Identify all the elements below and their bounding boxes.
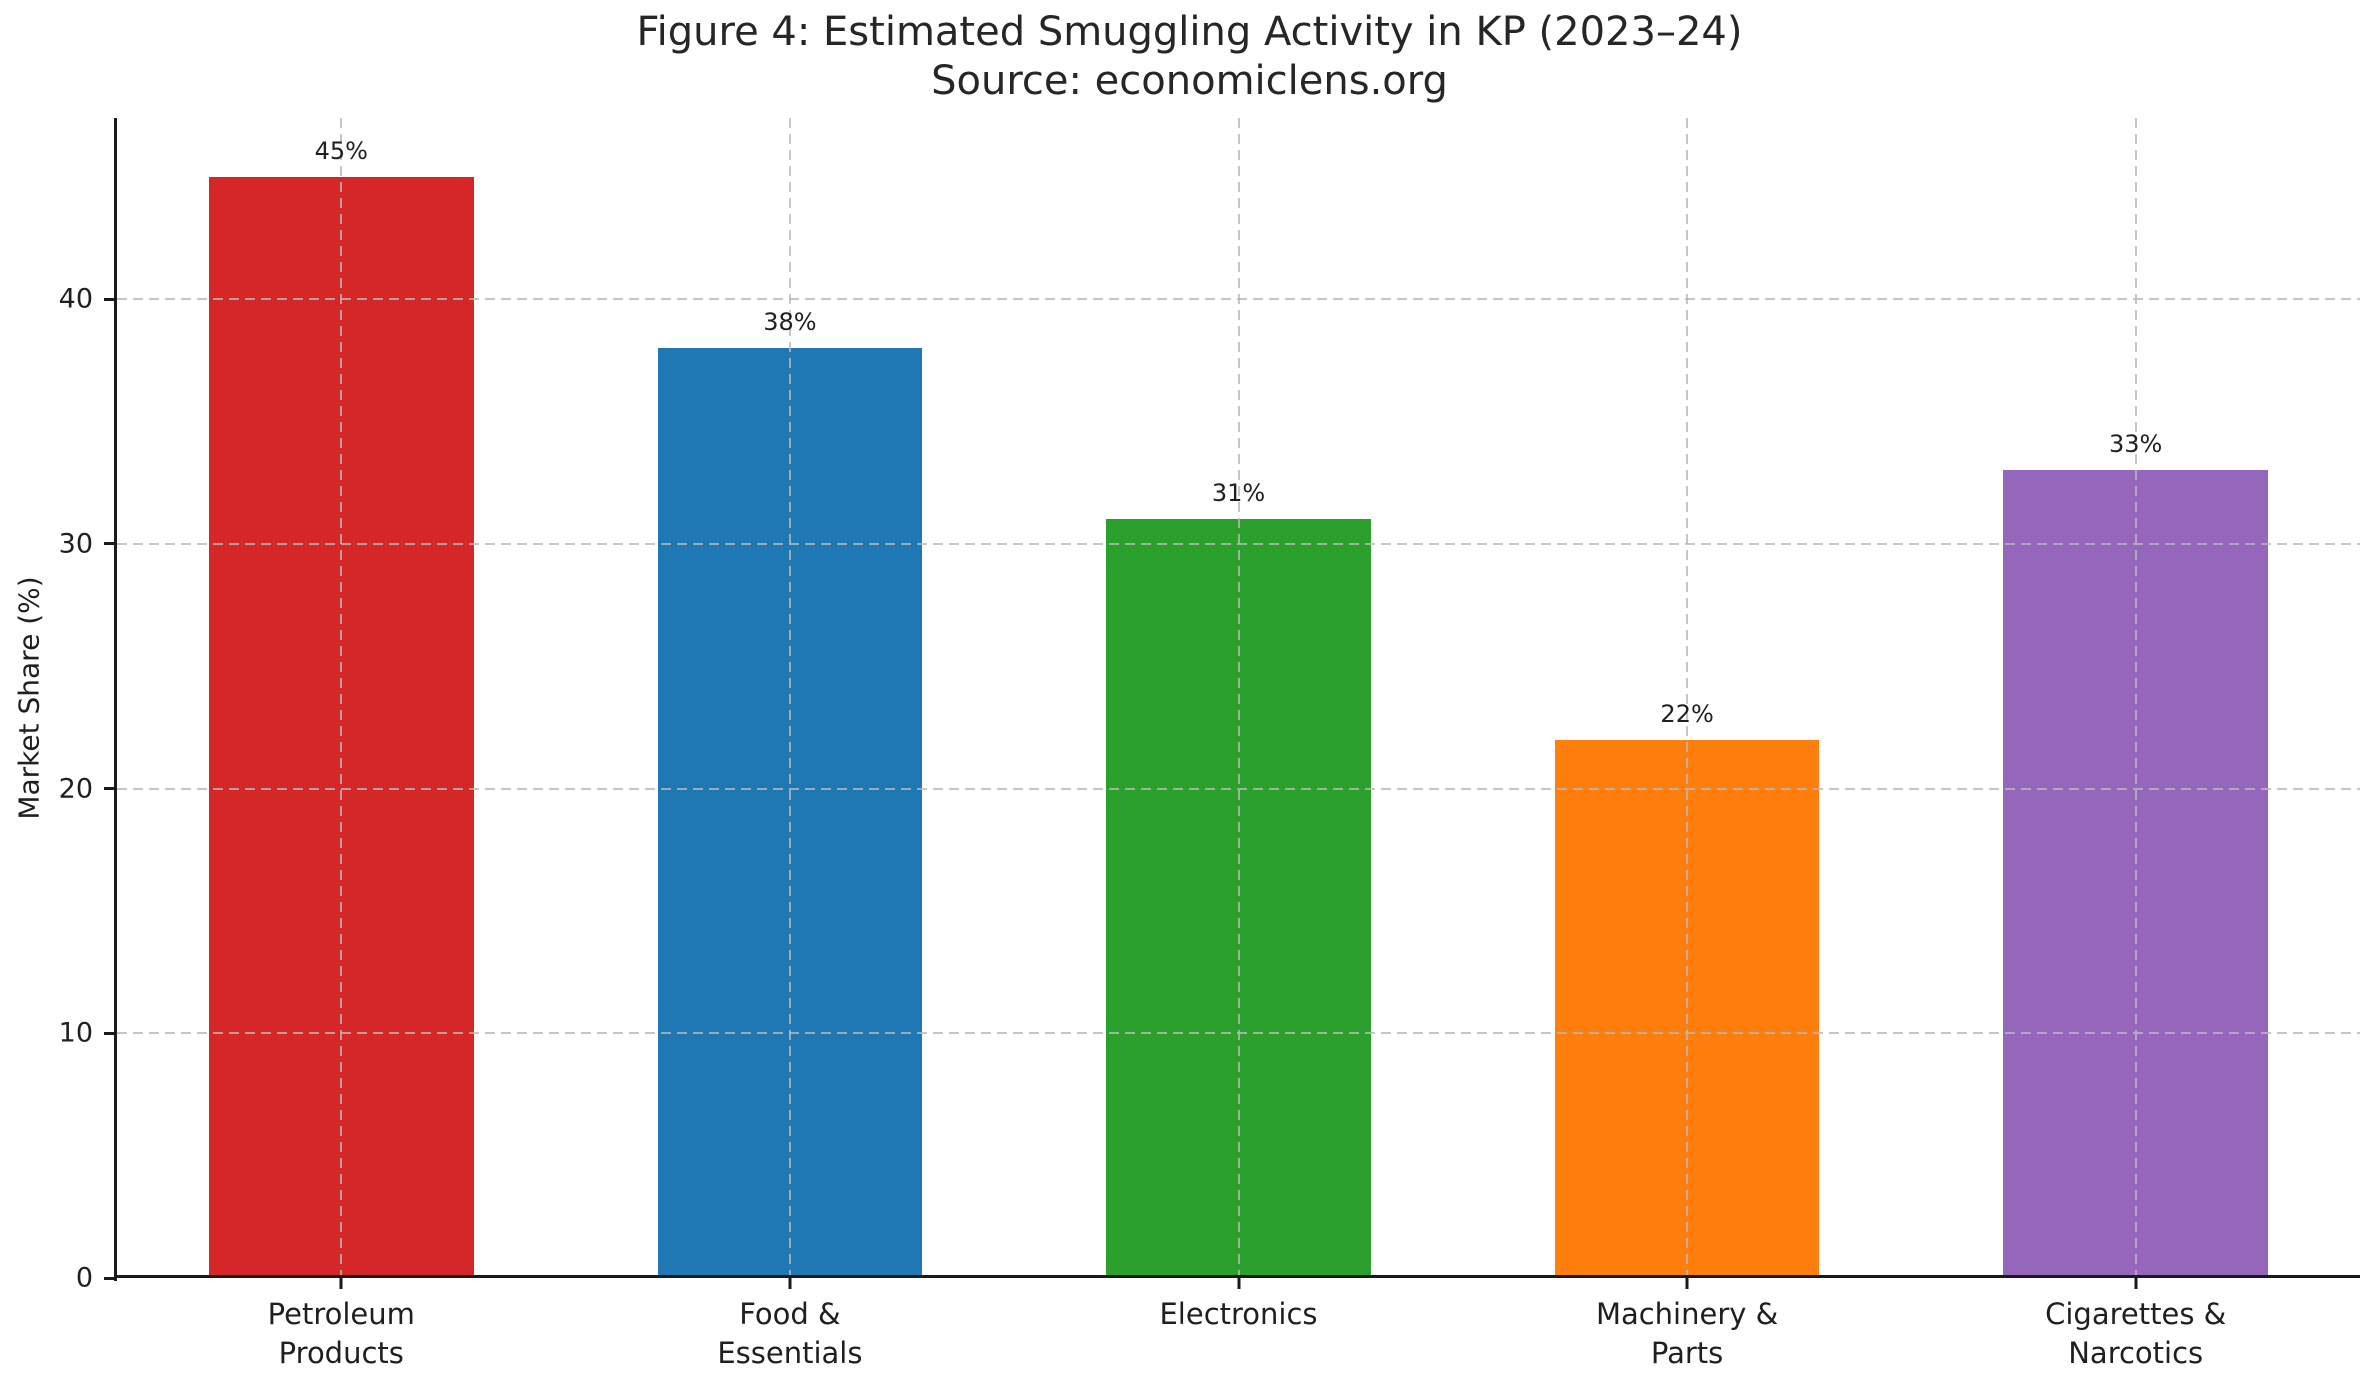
chart-title: Figure 4: Estimated Smuggling Activity i… [636, 9, 1743, 55]
y-tick [104, 542, 114, 546]
y-tick [104, 297, 114, 301]
v-gridline [788, 118, 791, 1278]
x-tick-label: Machinery & Parts [1595, 1297, 1779, 1371]
y-tick-label: 0 [75, 1262, 93, 1294]
v-gridline [1237, 118, 1240, 1278]
bar-value-label: 45% [314, 136, 368, 165]
y-tick [104, 1276, 114, 1280]
x-tick-label: Electronics [1159, 1297, 1318, 1331]
y-tick-label: 10 [58, 1017, 93, 1049]
y-axis-title: Market Share (%) [12, 576, 46, 820]
v-gridline [1686, 118, 1689, 1278]
x-tick [2134, 1278, 2138, 1289]
bar-value-label: 31% [1211, 479, 1266, 508]
v-gridline [2134, 118, 2137, 1278]
y-tick-label: 30 [58, 528, 93, 560]
x-tick [339, 1278, 343, 1289]
bar-value-label: 22% [1660, 699, 1714, 728]
bar-value-label: 33% [2109, 430, 2163, 459]
y-axis-spine [114, 118, 117, 1281]
chart-subtitle: Source: economiclens.org [931, 57, 1448, 104]
y-tick-label: 20 [58, 773, 93, 805]
y-tick-label: 40 [58, 283, 93, 315]
x-tick [1237, 1278, 1240, 1289]
v-gridline [340, 118, 343, 1278]
x-tick-label: Petroleum Products [267, 1297, 415, 1371]
plot-area: Market Share (%) 0 10 20 30 40 45% Petroleum P… [13, 118, 2360, 1370]
bar-value-label: 38% [763, 308, 817, 337]
y-tick [104, 787, 114, 791]
chart-title-block: Figure 4: Estimated Smuggling Activity i… [0, 8, 2379, 106]
x-tick [788, 1278, 792, 1289]
x-axis-spine [114, 1275, 2360, 1278]
x-tick [1685, 1278, 1689, 1289]
y-tick [104, 1031, 114, 1035]
x-tick-label: Cigarettes & Narcotics [2045, 1297, 2227, 1371]
x-tick-label: Food & Essentials [717, 1297, 863, 1371]
